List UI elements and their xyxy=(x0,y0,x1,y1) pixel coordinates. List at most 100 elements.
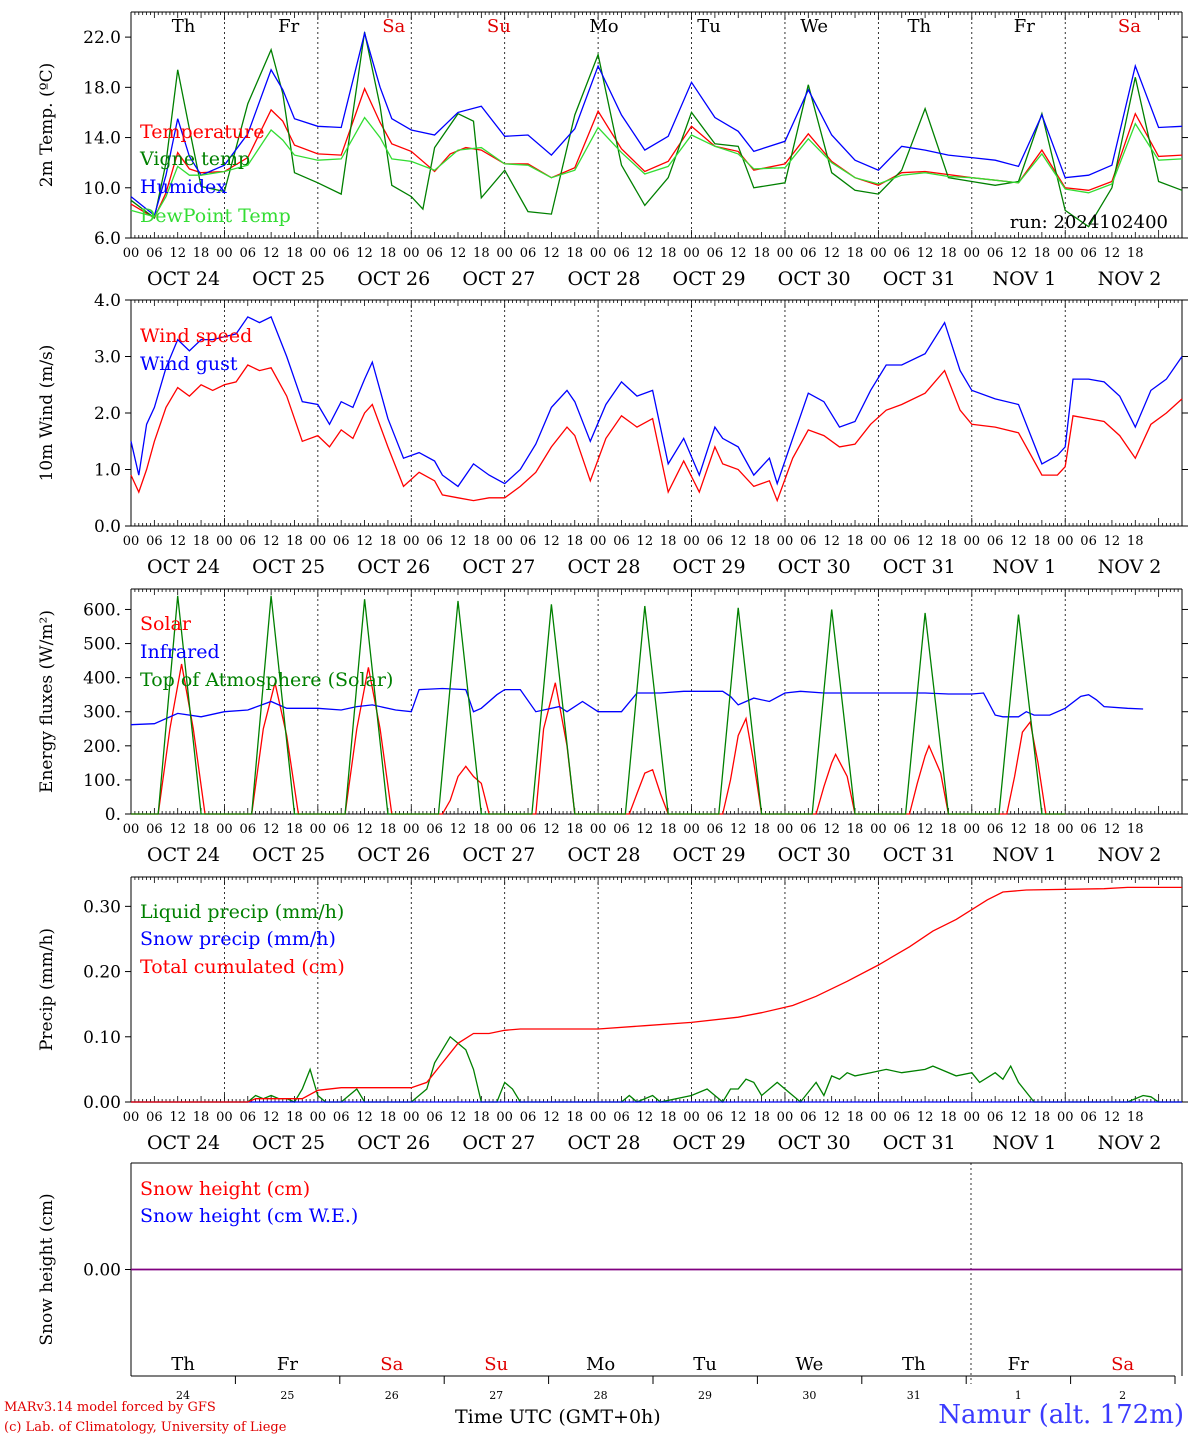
hour-tick-label: 18 xyxy=(193,534,210,549)
day-number-label: 26 xyxy=(385,1389,399,1402)
day-number-label: 2 xyxy=(1119,1389,1126,1402)
hour-tick-label: 12 xyxy=(450,246,467,261)
legend-entry: Top of Atmosphere (Solar) xyxy=(140,669,393,691)
y-tick-label: 100. xyxy=(83,771,121,791)
hour-tick-label: 12 xyxy=(543,534,560,549)
hour-tick-label: 12 xyxy=(917,246,934,261)
day-name-label: Th xyxy=(171,1354,195,1375)
hour-tick-label: 18 xyxy=(380,534,397,549)
legend-entry: Wind gust xyxy=(140,353,238,375)
legend-entry: Total cumulated (cm) xyxy=(140,956,345,978)
date-label: OCT 31 xyxy=(883,556,956,578)
hour-tick-label: 00 xyxy=(216,822,233,837)
hour-tick-label: 12 xyxy=(1104,246,1121,261)
hour-tick-label: 18 xyxy=(473,534,490,549)
hour-tick-label: 18 xyxy=(660,534,677,549)
hour-tick-label: 06 xyxy=(800,822,817,837)
legend-entry: Snow precip (mm/h) xyxy=(140,928,336,950)
hour-tick-label: 06 xyxy=(520,822,537,837)
date-label: NOV 1 xyxy=(992,1132,1056,1154)
date-label: OCT 31 xyxy=(883,268,956,290)
legend-entry: Snow height (cm) xyxy=(140,1178,310,1200)
hour-tick-label: 06 xyxy=(1080,822,1097,837)
hour-tick-label: 00 xyxy=(964,534,981,549)
hour-tick-label: 06 xyxy=(893,246,910,261)
hour-tick-label: 00 xyxy=(590,534,607,549)
hour-tick-label: 06 xyxy=(333,822,350,837)
legend-entry: Vigne temp xyxy=(139,148,250,170)
day-name-label: Sa xyxy=(382,16,405,37)
day-name-label: Fr xyxy=(1014,16,1035,37)
hour-tick-label: 06 xyxy=(426,534,443,549)
day-name-label: Mo xyxy=(589,16,618,37)
hour-tick-label: 00 xyxy=(123,534,140,549)
hour-tick-label: 18 xyxy=(473,1110,490,1125)
date-label: OCT 28 xyxy=(567,268,640,290)
hour-tick-label: 12 xyxy=(637,822,654,837)
hour-tick-label: 00 xyxy=(496,246,513,261)
hour-tick-label: 18 xyxy=(1034,534,1051,549)
date-label: NOV 1 xyxy=(992,268,1056,290)
hour-tick-label: 18 xyxy=(380,246,397,261)
hour-tick-label: 00 xyxy=(1057,534,1074,549)
y-tick-label: 0.20 xyxy=(83,963,121,983)
date-label: NOV 2 xyxy=(1098,1132,1162,1154)
hour-tick-label: 00 xyxy=(777,246,794,261)
hour-tick-label: 00 xyxy=(590,1110,607,1125)
y-tick-label: 0.00 xyxy=(83,1093,121,1113)
y-tick-label: 6.0 xyxy=(94,229,121,249)
model-credit-line: MARv3.14 model forced by GFS xyxy=(4,1400,216,1415)
hour-tick-label: 00 xyxy=(777,822,794,837)
hour-tick-label: 18 xyxy=(847,534,864,549)
hour-tick-label: 06 xyxy=(707,534,724,549)
hour-tick-label: 18 xyxy=(380,822,397,837)
hour-tick-label: 06 xyxy=(146,822,163,837)
hour-tick-label: 00 xyxy=(216,1110,233,1125)
hour-tick-label: 06 xyxy=(800,1110,817,1125)
day-name-label: Sa xyxy=(1118,16,1141,37)
day-name-label: Tu xyxy=(693,1354,717,1375)
hour-tick-label: 06 xyxy=(800,246,817,261)
hour-tick-label: 00 xyxy=(403,246,420,261)
day-name-label: Th xyxy=(907,16,931,37)
hour-tick-label: 18 xyxy=(193,822,210,837)
hour-tick-label: 18 xyxy=(473,822,490,837)
hour-tick-label: 12 xyxy=(730,246,747,261)
hour-tick-label: 12 xyxy=(917,1110,934,1125)
hour-tick-label: 12 xyxy=(637,246,654,261)
hour-tick-label: 06 xyxy=(520,1110,537,1125)
hour-tick-label: 12 xyxy=(543,822,560,837)
hour-tick-label: 06 xyxy=(987,534,1004,549)
hour-tick-label: 00 xyxy=(123,246,140,261)
hour-tick-label: 06 xyxy=(893,534,910,549)
series-line xyxy=(131,595,1066,815)
hour-tick-label: 00 xyxy=(683,1110,700,1125)
hour-tick-label: 06 xyxy=(240,822,257,837)
date-label: NOV 2 xyxy=(1098,556,1162,578)
legend-entry: Liquid precip (mm/h) xyxy=(140,901,344,923)
y-tick-label: 1.0 xyxy=(94,461,121,481)
y-tick-label: 300. xyxy=(83,703,121,723)
hour-tick-label: 18 xyxy=(753,534,770,549)
hour-tick-label: 18 xyxy=(940,1110,957,1125)
hour-tick-label: 06 xyxy=(240,246,257,261)
hour-tick-label: 12 xyxy=(543,1110,560,1125)
y-axis-label: Snow height (cm) xyxy=(37,1193,57,1345)
hour-tick-label: 00 xyxy=(1057,1110,1074,1125)
hour-tick-label: 18 xyxy=(286,246,303,261)
y-axis-label: 2m Temp. (ºC) xyxy=(37,63,57,188)
hour-tick-label: 00 xyxy=(1057,246,1074,261)
hour-tick-label: 06 xyxy=(426,1110,443,1125)
date-label: NOV 1 xyxy=(992,556,1056,578)
hour-tick-label: 12 xyxy=(1010,822,1027,837)
hour-tick-label: 12 xyxy=(1104,1110,1121,1125)
hour-tick-label: 00 xyxy=(403,1110,420,1125)
hour-tick-label: 12 xyxy=(263,246,280,261)
hour-tick-label: 12 xyxy=(637,534,654,549)
hour-tick-label: 06 xyxy=(613,246,630,261)
hour-tick-label: 12 xyxy=(450,822,467,837)
hour-tick-label: 12 xyxy=(1010,246,1027,261)
y-tick-label: 0.30 xyxy=(83,897,121,917)
day-number-label: 31 xyxy=(907,1389,921,1402)
legend-entry: Temperature xyxy=(140,121,264,143)
